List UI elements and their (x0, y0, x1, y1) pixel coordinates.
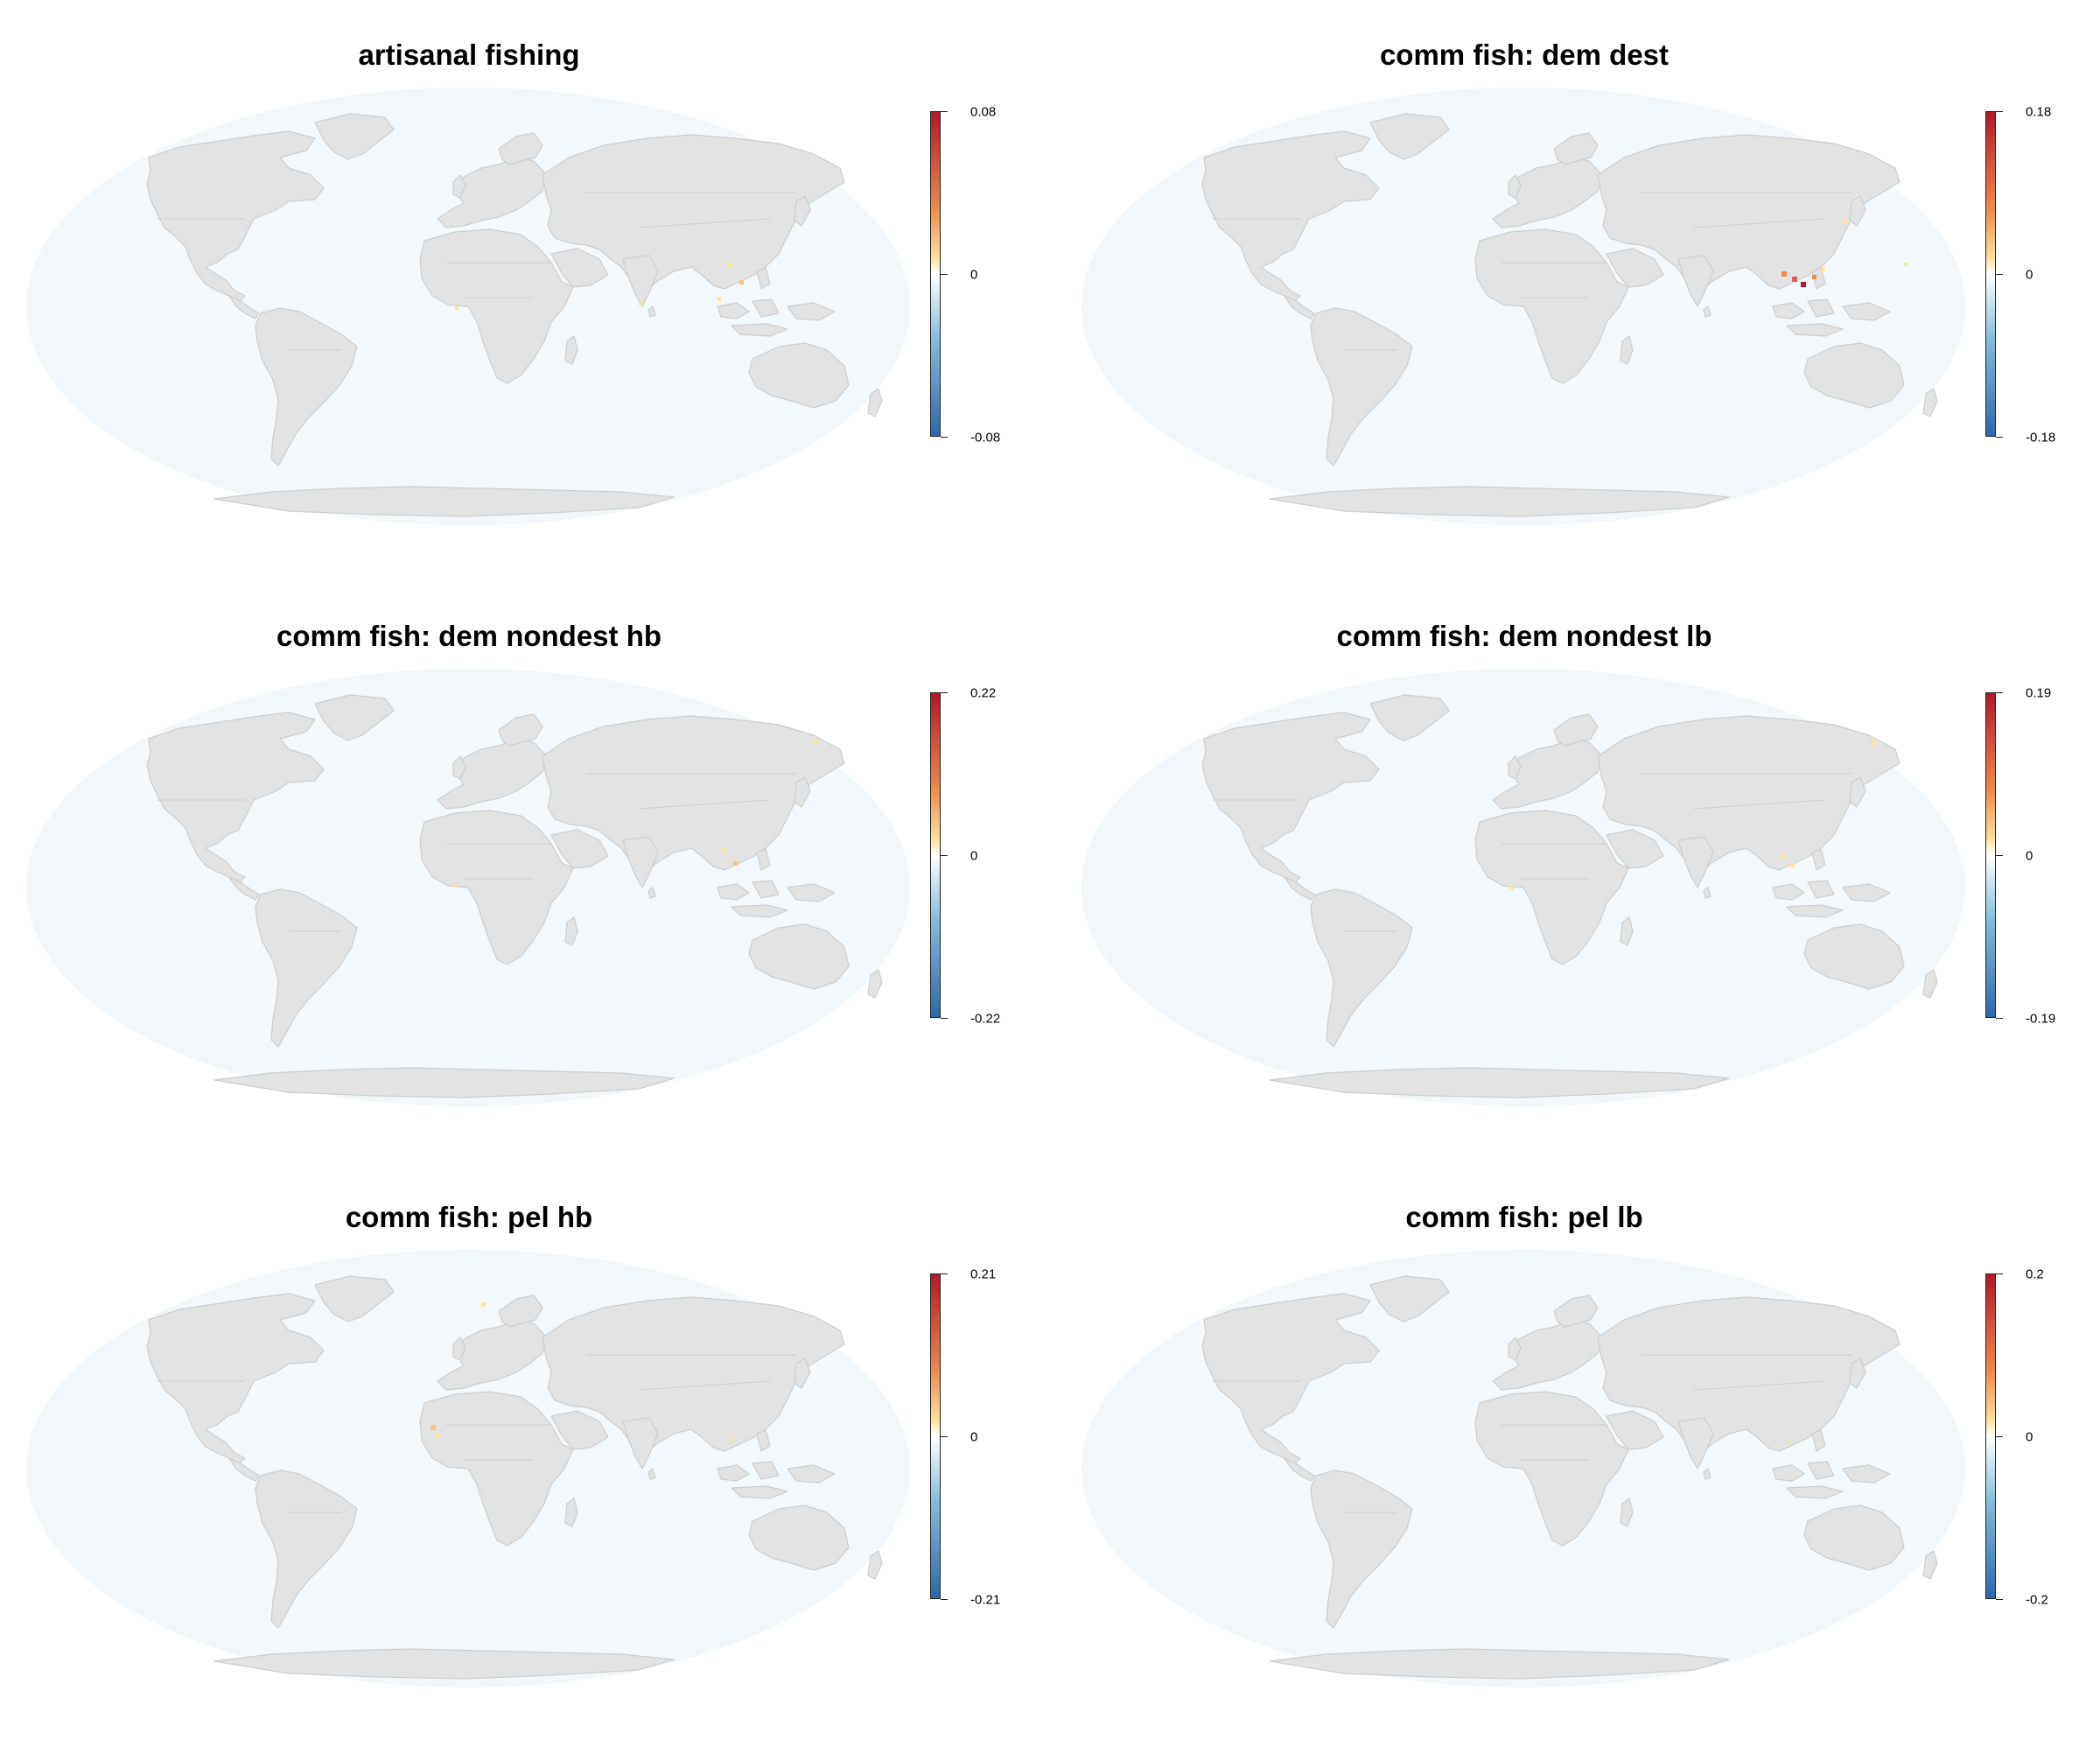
world-map (26, 1250, 910, 1687)
legend-min-label: -0.19 (2026, 1011, 2056, 1027)
impact-hotspots (1787, 1441, 1790, 1444)
map-panel-dem-nondest-hb: comm fish: dem nondest hb 0.22 0 -0.22 (0, 581, 1050, 1159)
legend-tick-mid (1996, 274, 2003, 275)
legend-mid-label: 0 (2026, 1429, 2034, 1445)
legend-tick-mid (941, 274, 948, 275)
legend-tick-max (1996, 692, 2003, 693)
legend-tick-min (941, 1018, 948, 1019)
legend-tick-min (941, 437, 948, 438)
legend-max-label: 0.08 (970, 104, 997, 120)
legend-tick-max (1996, 111, 2003, 112)
legend-tick-max (1996, 1273, 2003, 1274)
legend-tick-max (941, 692, 948, 693)
world-map (1082, 669, 1965, 1106)
color-legend-bar (1985, 692, 1996, 1018)
legend-min-label: -0.22 (970, 1011, 1001, 1027)
impact-hotspots (1510, 740, 1875, 889)
legend-tick-mid (941, 855, 948, 856)
legend-min-label: -0.08 (970, 430, 1001, 446)
impact-hotspots (453, 739, 818, 887)
world-map (1082, 88, 1965, 525)
impact-hotspots (1782, 219, 1908, 287)
legend-tick-min (1996, 1599, 2003, 1600)
legend-mid-label: 0 (970, 267, 978, 283)
legend-max-label: 0.18 (2026, 104, 2052, 120)
legend-mid-label: 0 (970, 848, 978, 864)
world-map (1082, 1250, 1965, 1687)
color-legend-bar (930, 111, 941, 437)
panel-title: comm fish: dem nondest hb (276, 620, 662, 652)
impact-hotspots (430, 1302, 734, 1442)
legend-mid-label: 0 (970, 1429, 978, 1445)
world-map (26, 669, 910, 1106)
color-legend-bar (930, 692, 941, 1018)
panel-title: comm fish: pel hb (345, 1201, 593, 1233)
legend-tick-mid (941, 1436, 948, 1437)
legend-tick-max (941, 1273, 948, 1274)
map-panel-pel-lb: comm fish: pel lb 0.2 0 -0.2 (1055, 1162, 2100, 1740)
legend-max-label: 0.19 (2026, 685, 2052, 701)
legend-tick-min (1996, 1018, 2003, 1019)
legend-mid-label: 0 (2026, 267, 2034, 283)
map-panel-pel-hb: comm fish: pel hb 0.21 0 -0.21 (0, 1162, 1050, 1740)
panel-title: comm fish: dem nondest lb (1336, 620, 1712, 652)
color-legend-bar (1985, 1273, 1996, 1599)
world-map (26, 88, 910, 525)
color-legend-bar (1985, 111, 1996, 437)
legend-min-label: -0.2 (2026, 1592, 2048, 1608)
panel-title: comm fish: dem dest (1379, 39, 1670, 71)
legend-min-label: -0.18 (2026, 430, 2056, 446)
legend-max-label: 0.2 (2026, 1266, 2044, 1282)
legend-mid-label: 0 (2026, 848, 2034, 864)
legend-tick-min (941, 1599, 948, 1600)
panel-title: artisanal fishing (358, 39, 580, 71)
panel-title: comm fish: pel lb (1405, 1201, 1643, 1233)
map-panel-dem-nondest-lb: comm fish: dem nondest lb 0.19 0 -0.19 (1055, 581, 2100, 1159)
legend-tick-mid (1996, 1436, 2003, 1437)
legend-tick-max (941, 111, 948, 112)
legend-max-label: 0.22 (970, 685, 997, 701)
map-panel-artisanal-fishing: artisanal fishing 0.08 0 -0.08 (0, 0, 1050, 578)
legend-tick-mid (1996, 855, 2003, 856)
legend-tick-min (1996, 437, 2003, 438)
legend-min-label: -0.21 (970, 1592, 1001, 1608)
color-legend-bar (930, 1273, 941, 1599)
impact-hotspots (455, 263, 744, 310)
legend-max-label: 0.21 (970, 1266, 997, 1282)
map-panel-dem-dest: comm fish: dem dest 0.18 0 -0.18 (1055, 0, 2100, 578)
